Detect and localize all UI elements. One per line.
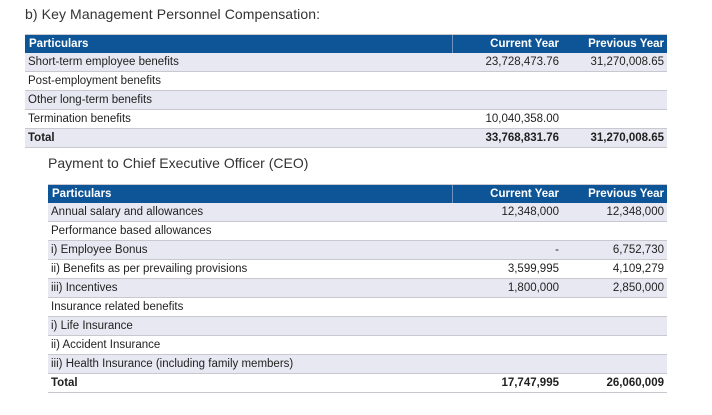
kmp-compensation-table: Particulars Current Year Previous Year S… <box>25 34 667 148</box>
header-current-year: Current Year <box>451 184 562 203</box>
ceo-payment-table: Particulars Current Year Previous Year A… <box>48 184 667 393</box>
total-previous: 31,270,008.65 <box>562 128 667 148</box>
total-previous: 26,060,009 <box>562 373 667 393</box>
total-label: Total <box>25 128 452 148</box>
total-row: Total 33,768,831.76 31,270,008.65 <box>25 128 667 148</box>
row-label: iii) Health Insurance (including family … <box>48 354 452 374</box>
row-previous <box>562 316 667 336</box>
ceo-payment-title: Payment to Chief Executive Officer (CEO) <box>48 155 309 171</box>
table-row: i) Life Insurance <box>48 316 667 336</box>
row-label: ii) Accident Insurance <box>48 335 452 355</box>
row-current <box>452 221 562 241</box>
row-label: i) Life Insurance <box>48 316 452 336</box>
row-current <box>452 71 562 91</box>
row-label: Performance based allowances <box>48 221 452 241</box>
row-current: 10,040,358.00 <box>452 109 562 129</box>
table-row: iii) Incentives 1,800,000 2,850,000 <box>48 278 667 298</box>
section-title: b) Key Management Personnel Compensation… <box>25 6 321 22</box>
row-label: ii) Benefits as per prevailing provision… <box>48 259 452 279</box>
table-header-row: Particulars Current Year Previous Year <box>48 184 667 203</box>
header-previous-year: Previous Year <box>562 34 667 53</box>
row-current <box>452 297 562 317</box>
row-previous: 2,850,000 <box>562 278 667 298</box>
row-previous <box>562 71 667 91</box>
row-previous: 31,270,008.65 <box>562 53 667 72</box>
row-label: Short-term employee benefits <box>25 53 452 72</box>
table-row: i) Employee Bonus - 6,752,730 <box>48 240 667 260</box>
table-row: Other long-term benefits <box>25 90 667 110</box>
table-header-row: Particulars Current Year Previous Year <box>25 34 667 53</box>
row-current <box>452 335 562 355</box>
row-label: i) Employee Bonus <box>48 240 452 260</box>
row-current <box>452 90 562 110</box>
row-current: - <box>452 240 562 260</box>
table-row: Termination benefits 10,040,358.00 <box>25 109 667 129</box>
table-row: Performance based allowances <box>48 221 667 241</box>
header-previous-year: Previous Year <box>562 184 667 203</box>
table-row: Post-employment benefits <box>25 71 667 91</box>
row-previous: 12,348,000 <box>562 203 667 222</box>
row-current: 1,800,000 <box>452 278 562 298</box>
table-row: Short-term employee benefits 23,728,473.… <box>25 53 667 72</box>
row-previous <box>562 109 667 129</box>
row-label: Insurance related benefits <box>48 297 452 317</box>
header-current-year: Current Year <box>451 34 562 53</box>
total-current: 17,747,995 <box>452 373 562 393</box>
row-label: Other long-term benefits <box>25 90 452 110</box>
total-current: 33,768,831.76 <box>452 128 562 148</box>
row-current: 23,728,473.76 <box>452 53 562 72</box>
header-particulars: Particulars <box>25 34 452 53</box>
row-current <box>452 354 562 374</box>
table-row: iii) Health Insurance (including family … <box>48 354 667 374</box>
row-current: 12,348,000 <box>452 203 562 222</box>
row-label: Post-employment benefits <box>25 71 452 91</box>
row-label: iii) Incentives <box>48 278 452 298</box>
table-row: ii) Accident Insurance <box>48 335 667 355</box>
row-previous: 4,109,279 <box>562 259 667 279</box>
table-row: Insurance related benefits <box>48 297 667 317</box>
row-previous: 6,752,730 <box>562 240 667 260</box>
table-row: Annual salary and allowances 12,348,000 … <box>48 203 667 222</box>
row-current: 3,599,995 <box>452 259 562 279</box>
row-current <box>452 316 562 336</box>
row-previous <box>562 221 667 241</box>
row-previous <box>562 354 667 374</box>
header-particulars: Particulars <box>48 184 452 203</box>
row-previous <box>562 297 667 317</box>
table-row: ii) Benefits as per prevailing provision… <box>48 259 667 279</box>
row-previous <box>562 90 667 110</box>
row-previous <box>562 335 667 355</box>
row-label: Annual salary and allowances <box>48 203 452 222</box>
total-row: Total 17,747,995 26,060,009 <box>48 373 667 393</box>
row-label: Termination benefits <box>25 109 452 129</box>
total-label: Total <box>48 373 452 393</box>
